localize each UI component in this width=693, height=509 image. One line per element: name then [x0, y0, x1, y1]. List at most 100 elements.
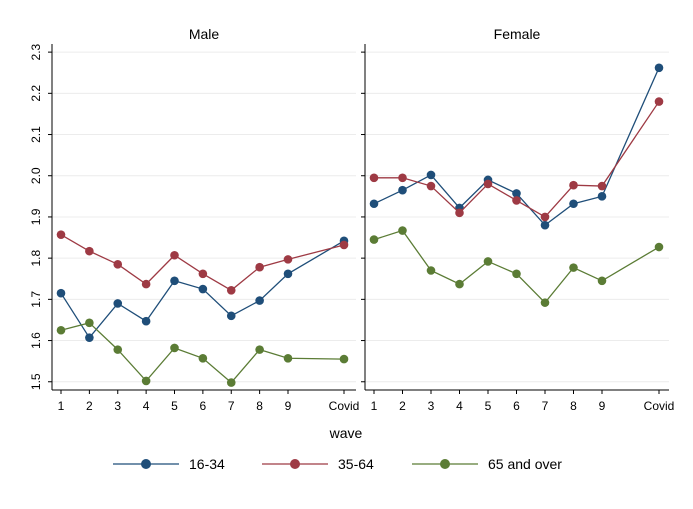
y-tick-label: 1.9 — [29, 208, 43, 225]
legend: 16-34 35-64 65 and over — [113, 456, 562, 472]
data-point — [426, 181, 436, 191]
data-point — [426, 266, 436, 275]
series-line — [60, 234, 345, 292]
data-point — [597, 181, 607, 191]
data-point — [455, 208, 464, 218]
series-35-64 — [369, 97, 664, 222]
y-tick-label: 1.6 — [29, 332, 43, 349]
data-point — [540, 212, 550, 222]
data-point — [339, 240, 349, 250]
series-65-and-over — [369, 226, 664, 307]
data-point — [56, 230, 66, 239]
data-point — [113, 299, 123, 308]
panel-male: Male 1.5 1.6 1.7 1.8 1.9 2.0 2.1 2.2 2.3 1 2 3 4 5 6 7 8 9… — [29, 26, 359, 413]
x-tick-label: 5 — [171, 399, 178, 413]
data-point — [483, 179, 493, 189]
data-point — [170, 343, 179, 353]
x-tick-label: 1 — [371, 399, 378, 413]
data-point — [426, 170, 436, 180]
data-point — [226, 378, 236, 387]
data-point — [398, 173, 407, 183]
x-tick-label: 8 — [256, 399, 263, 413]
series-line — [374, 101, 660, 218]
data-point — [283, 353, 293, 363]
panel-title: Female — [494, 26, 541, 42]
x-tick-label: 9 — [285, 399, 292, 413]
data-point — [369, 173, 379, 183]
series-line — [373, 229, 660, 304]
data-point — [255, 262, 264, 272]
data-point — [654, 97, 664, 106]
legend-swatch-marker — [440, 459, 450, 469]
legend-item-35-64: 35-64 — [262, 456, 374, 472]
data-point — [597, 192, 607, 201]
data-point — [56, 288, 66, 298]
y-tick-label: 1.5 — [29, 373, 43, 390]
data-point — [113, 260, 123, 269]
y-tick-label: 2.1 — [29, 126, 43, 143]
x-tick-label: Covid — [329, 399, 360, 413]
series-65-and-over — [56, 318, 349, 387]
x-tick-label: 6 — [200, 399, 207, 413]
y-tick-label: 2.2 — [29, 85, 43, 102]
data-point — [569, 180, 578, 190]
series-line — [60, 240, 345, 339]
data-point — [455, 279, 464, 289]
data-point — [512, 196, 521, 205]
data-point — [170, 250, 179, 260]
x-tick-label: 8 — [570, 399, 577, 413]
data-point — [398, 185, 407, 195]
data-point — [512, 269, 521, 279]
data-point — [654, 63, 664, 73]
series-line — [60, 322, 345, 384]
panel-female: Female 1 2 3 4 5 6 7 8 9 Covid — [361, 26, 674, 413]
y-tick-label: 1.7 — [29, 291, 43, 308]
data-point — [141, 316, 151, 326]
legend-label: 35-64 — [338, 456, 374, 472]
data-point — [85, 246, 94, 256]
legend-swatch-marker — [141, 459, 151, 469]
panels: Male 1.5 1.6 1.7 1.8 1.9 2.0 2.1 2.2 2.3 1 2 3 4 5 6 7 8 9… — [29, 26, 674, 413]
data-point — [226, 285, 236, 295]
series-16-34 — [56, 236, 349, 342]
data-point — [113, 345, 123, 354]
legend-item-16-34: 16-34 — [113, 456, 225, 472]
series-35-64 — [56, 230, 349, 295]
x-tick-label: 5 — [485, 399, 492, 413]
data-point — [170, 276, 179, 286]
data-point — [283, 255, 293, 264]
panel-title: Male — [189, 26, 220, 42]
data-point — [255, 345, 264, 354]
data-point — [369, 199, 379, 209]
x-axis-label: wave — [329, 425, 363, 441]
x-tick-label: 3 — [428, 399, 435, 413]
legend-label: 65 and over — [488, 456, 562, 472]
data-point — [512, 189, 521, 198]
x-tick-label: 9 — [599, 399, 606, 413]
data-point — [283, 269, 293, 279]
data-point — [85, 318, 94, 328]
data-point — [483, 257, 493, 266]
data-point — [226, 311, 236, 321]
data-point — [141, 279, 151, 289]
data-point — [369, 235, 379, 244]
x-tick-label: Covid — [644, 399, 675, 413]
data-point — [569, 199, 578, 209]
x-tick-label: 3 — [114, 399, 121, 413]
y-tick-label: 2.0 — [29, 167, 43, 184]
x-tick-label: 1 — [58, 399, 65, 413]
data-point — [198, 269, 208, 279]
data-point — [85, 333, 94, 342]
data-point — [255, 296, 264, 305]
data-point — [198, 353, 208, 363]
x-tick-label: 4 — [456, 399, 463, 413]
x-tick-label: 6 — [513, 399, 520, 413]
legend-swatch-marker — [290, 459, 300, 469]
legend-item-65-and-over: 65 and over — [412, 456, 562, 472]
data-point — [540, 298, 550, 307]
x-tick-label: 7 — [228, 399, 235, 413]
y-tick-label: 1.8 — [29, 249, 43, 266]
y-tick-label: 2.3 — [29, 43, 43, 60]
